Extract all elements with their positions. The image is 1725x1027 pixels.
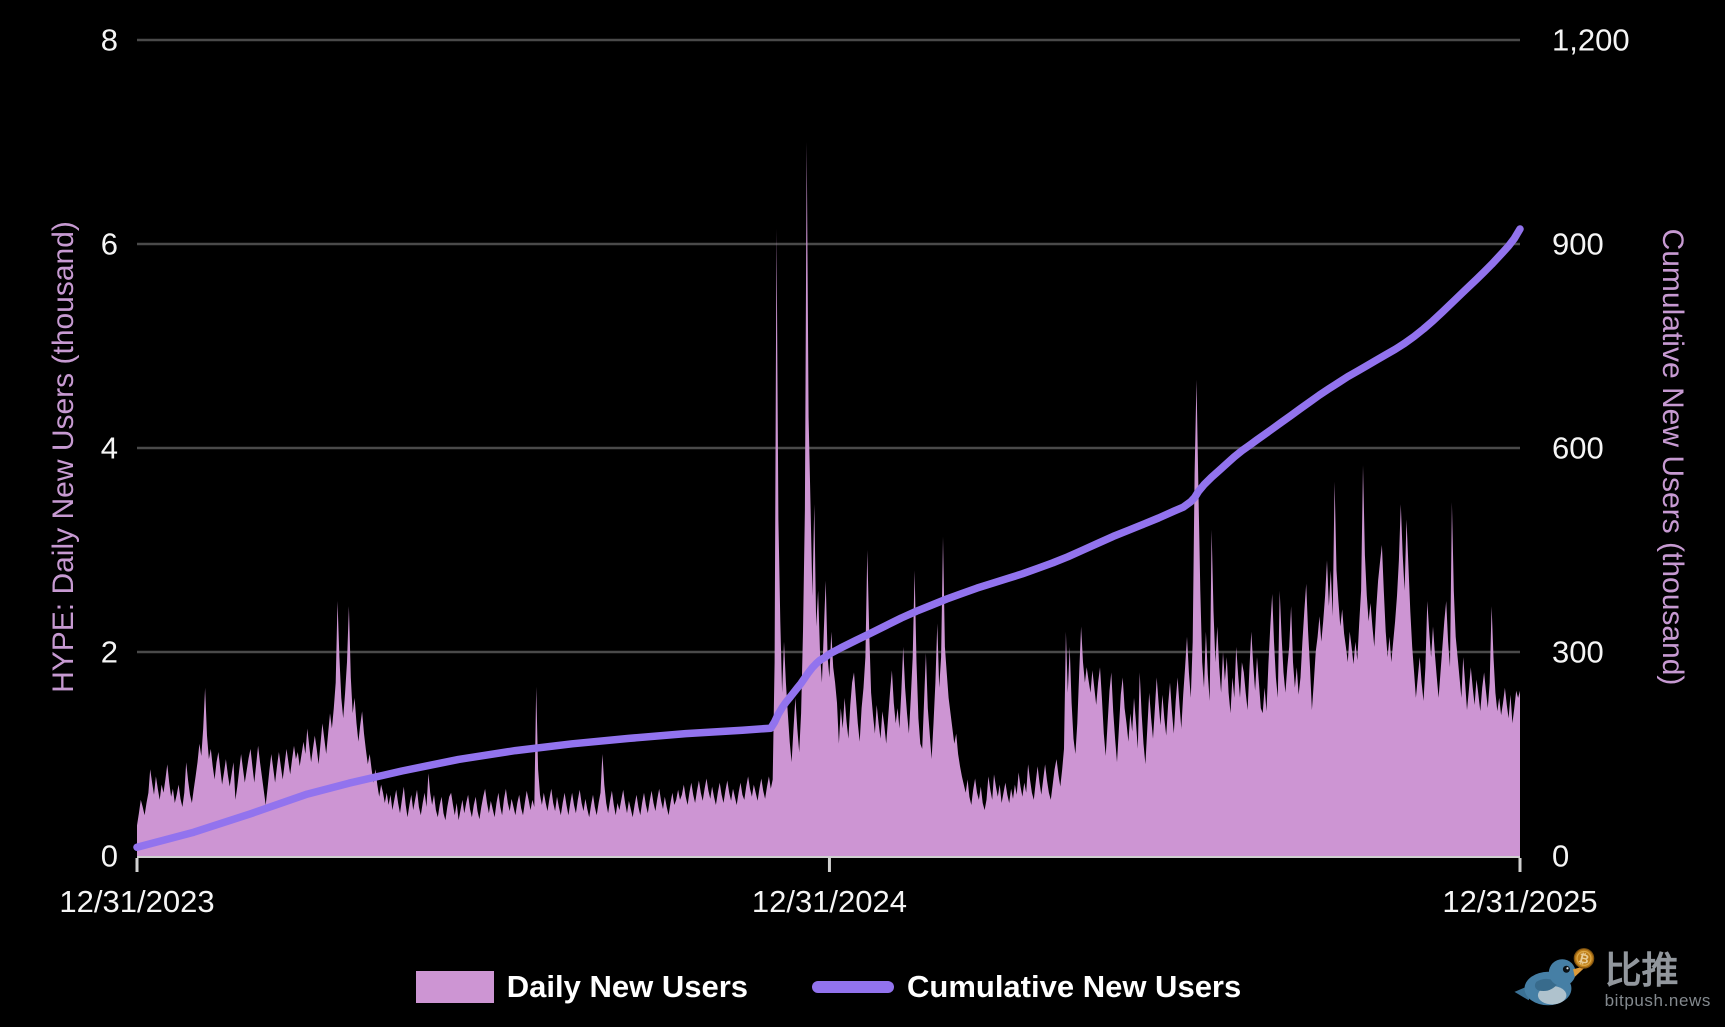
bitpush-watermark-text: 比推 bitpush.news xyxy=(1605,951,1711,1011)
y-left-tick-label-2: 2 xyxy=(100,634,118,670)
daily-new-users-swatch xyxy=(415,971,494,1003)
y-right-tick-label-300: 300 xyxy=(1552,634,1604,670)
bitpush-watermark: ₿ 比推 bitpush.news xyxy=(1511,945,1711,1017)
cumulative-new-users-line-swatch xyxy=(812,981,894,993)
svg-text:₿: ₿ xyxy=(1577,950,1591,967)
y-left-tick-label-0: 0 xyxy=(100,838,118,874)
y-right-tick-label-600: 600 xyxy=(1552,430,1604,466)
legend-item-daily-new-users: Daily New Users xyxy=(415,969,748,1005)
daily-new-users-area-series xyxy=(137,142,1520,856)
y-right-tick-label-900: 900 xyxy=(1552,226,1604,262)
bitpush-bird-icon: ₿ xyxy=(1514,948,1594,1006)
legend-label-daily: Daily New Users xyxy=(506,969,748,1004)
cumulative-new-users-line-series xyxy=(133,225,1524,851)
y-right-tick-label-1200: 1,200 xyxy=(1552,22,1630,58)
y-right-axis-title: Cumulative New Users (thousand) xyxy=(1656,228,1689,686)
bitpush-brand-name: 比推 xyxy=(1604,950,1679,991)
y-left-tick-label-8: 8 xyxy=(100,22,118,58)
y-left-tick-label-4: 4 xyxy=(100,430,118,466)
x-tick-label-12/31/2023: 12/31/2023 xyxy=(59,884,215,919)
legend-label-cumulative: Cumulative New Users xyxy=(907,969,1242,1004)
legend-item-cumulative-new-users: Cumulative New Users xyxy=(812,969,1241,1005)
y-right-tick-label-0: 0 xyxy=(1552,838,1570,874)
x-tick-label-12/31/2024: 12/31/2024 xyxy=(751,884,908,919)
y-left-tick-label-6: 6 xyxy=(100,226,118,262)
x-tick-label-12/31/2025: 12/31/2025 xyxy=(1442,884,1598,919)
bitpush-domain: bitpush.news xyxy=(1604,991,1711,1010)
legend: Daily New Users Cumulative New Users xyxy=(137,963,1520,1011)
